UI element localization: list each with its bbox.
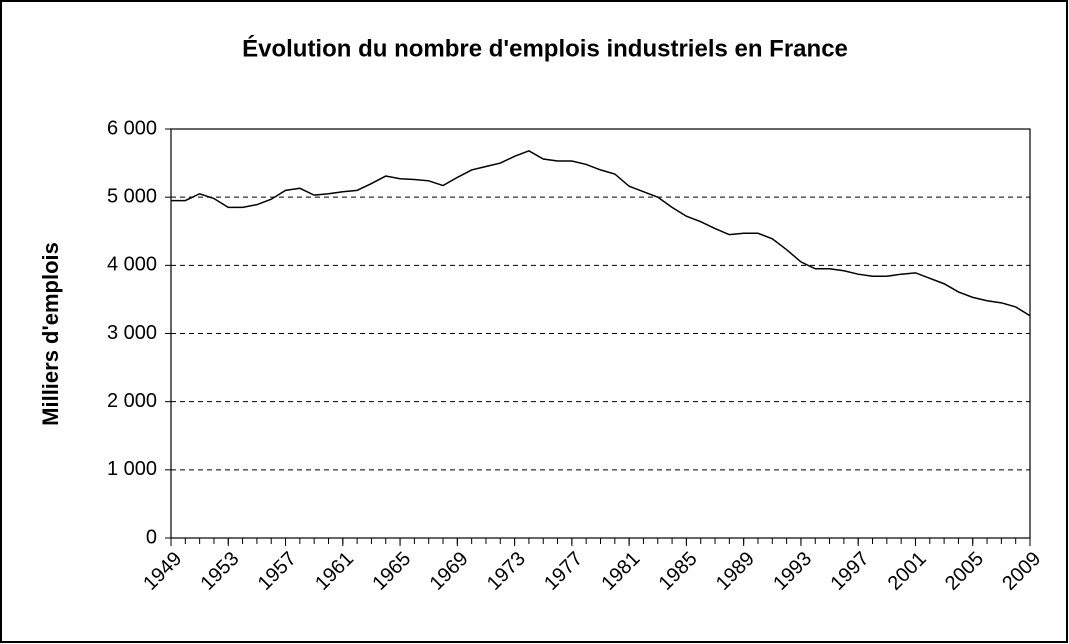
y-tick-label: 5 000 [107,185,157,207]
y-tick-label: 0 [146,526,157,548]
chart-title: Évolution du nombre d'emplois industriel… [242,34,848,62]
data-line [171,149,1031,317]
y-tick-label: 3 000 [107,322,157,344]
y-tick-label: 4 000 [107,254,157,276]
y-tick-label: 1 000 [107,458,157,480]
y-axis-label: Milliers d'emplois [38,242,63,426]
y-tick-label: 6 000 [107,117,157,139]
y-tick-label: 2 000 [107,390,157,412]
